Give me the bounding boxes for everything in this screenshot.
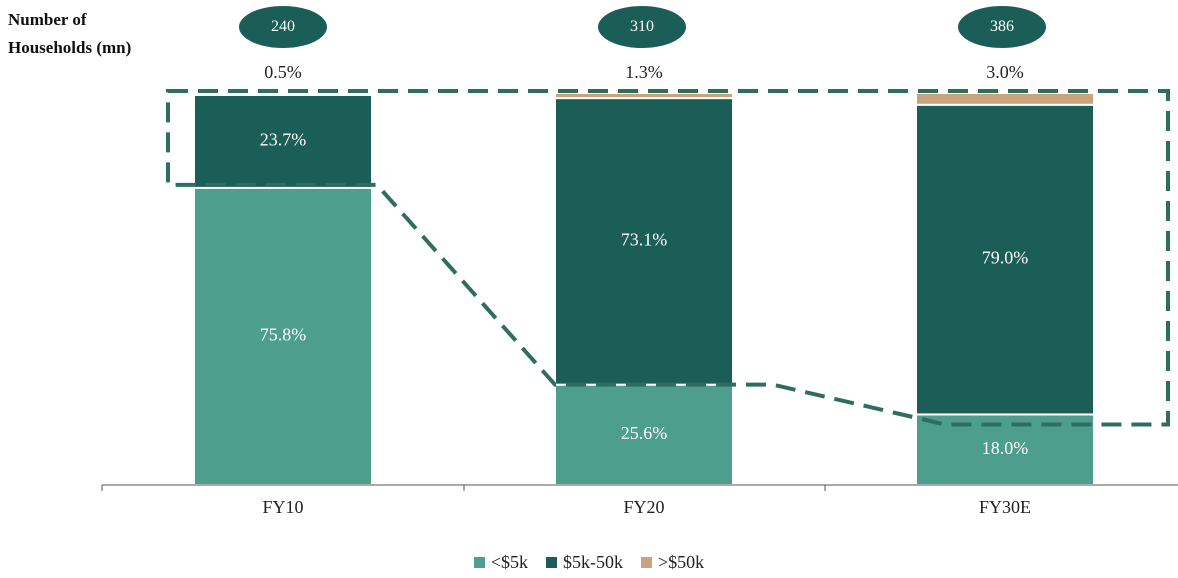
x-tick-fy20: FY20 — [623, 497, 664, 517]
legend-item-5k-50k: $5k-50k — [546, 552, 623, 573]
data-label-fy30e-lt5k: 18.0% — [982, 438, 1029, 458]
bar-fy20-5k-50k — [554, 97, 734, 386]
data-label-fy10-5k-50k: 23.7% — [260, 130, 307, 150]
data-label-fy10-lt5k: 75.8% — [260, 325, 307, 345]
bar-fy30e-gt50k — [915, 92, 1095, 106]
legend-label-gt50k: >$50k — [658, 552, 705, 572]
legend-item-lt5k: <$5k — [473, 552, 528, 573]
data-label-fy20-lt5k: 25.6% — [621, 423, 668, 443]
households-pill-fy20: 310 — [598, 6, 686, 48]
households-pill-fy10: 240 — [239, 6, 327, 48]
households-label-line1: Number of — [8, 10, 87, 29]
data-label-fy30e-5k-50k: 79.0% — [982, 248, 1029, 268]
legend-label-lt5k: <$5k — [490, 552, 528, 572]
x-tick-fy10: FY10 — [262, 497, 303, 517]
legend-swatch-5k-50k — [546, 557, 557, 568]
households-pill-fy30e: 386 — [958, 6, 1046, 48]
bar-fy20-gt50k — [554, 92, 734, 100]
x-tick-fy30e: FY30E — [979, 497, 1031, 517]
legend-swatch-lt5k — [473, 557, 485, 568]
data-label-fy30e-gt50k: 3.0% — [986, 62, 1024, 82]
legend-label-5k-50k: $5k-50k — [563, 552, 623, 572]
data-label-fy20-5k-50k: 73.1% — [621, 229, 668, 249]
data-label-fy20-gt50k: 1.3% — [625, 62, 663, 82]
bar-fy30e-5k-50k — [915, 103, 1095, 416]
households-axis-label: Number of Households (mn) — [8, 6, 178, 62]
bar-fy10-gt50k — [193, 92, 373, 96]
dashed-highlight-outline — [166, 89, 1170, 427]
households-label-line2: Households (mn) — [8, 38, 132, 57]
bar-fy10-lt5k — [193, 186, 373, 486]
data-label-fy10-gt50k: 0.5% — [264, 62, 302, 82]
legend-item-gt50k: >$50k — [641, 552, 704, 573]
chart-legend: <$5k $5k-50k >$50k — [0, 552, 1178, 573]
legend-swatch-gt50k — [641, 557, 652, 568]
bar-fy10-5k-50k — [193, 93, 373, 189]
